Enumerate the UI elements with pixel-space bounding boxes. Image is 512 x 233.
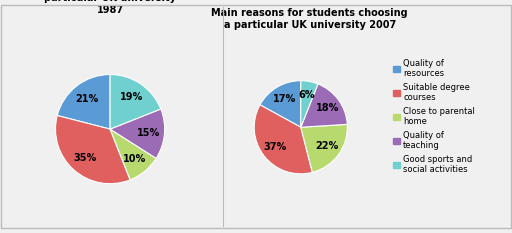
Text: 19%: 19% [120,93,143,103]
Wedge shape [110,129,156,180]
Wedge shape [301,124,347,172]
Text: 17%: 17% [272,94,296,104]
Text: 18%: 18% [315,103,339,113]
Text: 37%: 37% [263,142,287,152]
Wedge shape [301,81,318,127]
Text: 6%: 6% [298,90,315,100]
Wedge shape [110,109,165,158]
Title: Main reasons for
students choosing a
particular UK university
1987: Main reasons for students choosing a par… [44,0,176,15]
Text: 35%: 35% [73,153,96,163]
Wedge shape [254,105,312,174]
Text: 10%: 10% [123,154,146,164]
Wedge shape [57,75,110,129]
Title: Main reasons for students choosing
a particular UK university 2007: Main reasons for students choosing a par… [211,8,408,30]
Wedge shape [301,84,347,127]
Legend: Quality of
resources, Suitable degree
courses, Close to parental
home, Quality o: Quality of resources, Suitable degree co… [393,59,475,174]
Wedge shape [55,116,130,184]
Wedge shape [260,81,301,127]
Text: 21%: 21% [75,94,98,104]
Text: 22%: 22% [315,141,339,151]
Text: 15%: 15% [137,128,160,138]
Wedge shape [110,75,161,129]
